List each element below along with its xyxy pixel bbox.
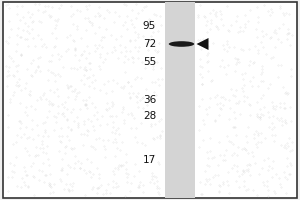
Text: 17: 17 — [143, 155, 156, 165]
Text: 95: 95 — [143, 21, 156, 31]
FancyBboxPatch shape — [3, 2, 297, 198]
Polygon shape — [196, 38, 208, 50]
Text: 28: 28 — [143, 111, 156, 121]
Ellipse shape — [169, 41, 194, 47]
FancyBboxPatch shape — [165, 2, 195, 198]
Text: 36: 36 — [143, 95, 156, 105]
Text: 72: 72 — [143, 39, 156, 49]
Text: 55: 55 — [143, 57, 156, 67]
